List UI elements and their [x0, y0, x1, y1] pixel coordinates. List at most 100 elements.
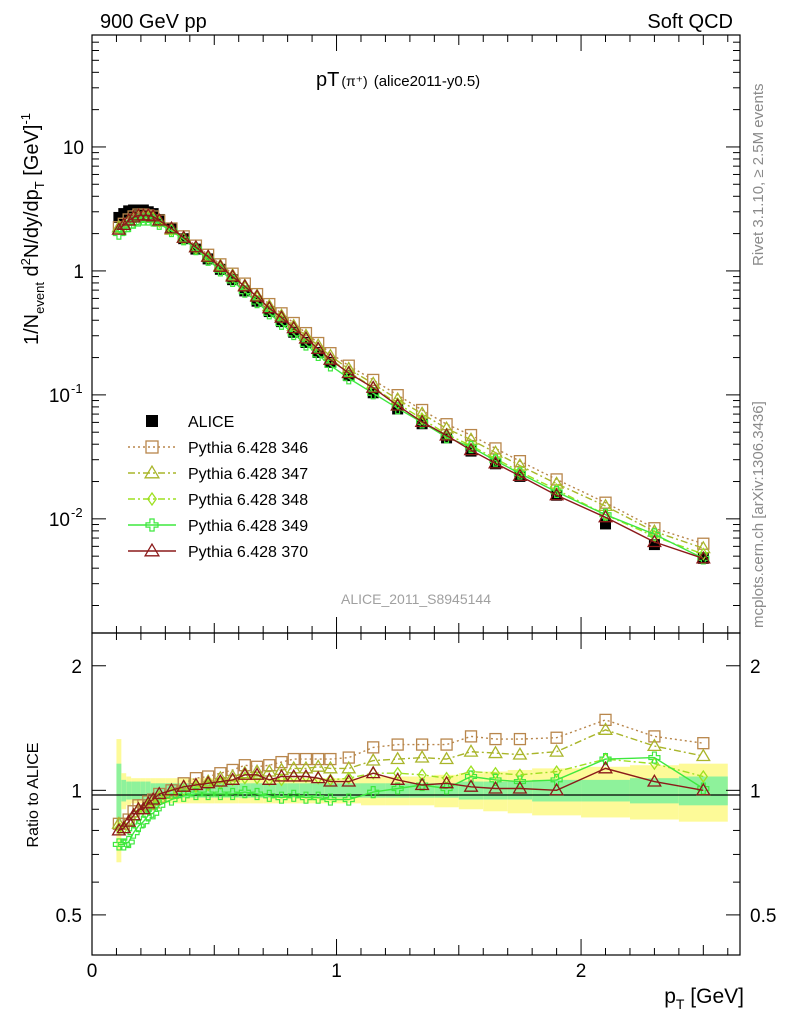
data-point [416, 416, 429, 429]
stat-uncertainty-band [121, 779, 127, 802]
data-point [249, 289, 265, 302]
main-ylabel: 1/Nevent d2N/dy/dpT [GeV]-1 [18, 113, 47, 345]
x-tick-label: 1 [331, 961, 342, 982]
rivet-version-label: Rivet 3.1.10, ≥ 2.5M events [750, 84, 767, 267]
data-point [312, 752, 325, 766]
data-point [189, 772, 203, 785]
data-point [512, 746, 528, 760]
data-point [176, 779, 192, 792]
data-point [439, 427, 455, 441]
data-point [646, 534, 662, 548]
data-point [212, 259, 228, 272]
data-point [116, 217, 132, 230]
stat-uncertainty-band [275, 783, 288, 798]
data-point [127, 826, 140, 839]
plot-title-sub: (π⁺) [341, 73, 367, 89]
data-point [298, 328, 314, 341]
data-point [695, 550, 711, 564]
data-point [439, 420, 455, 434]
stat-uncertainty-band [145, 781, 151, 800]
y-tick-exponent: -2 [71, 505, 83, 520]
ratio-series-layer [111, 713, 711, 851]
data-point [177, 789, 190, 802]
legend-label: ALICE [188, 414, 234, 431]
data-point [490, 766, 501, 780]
data-point [286, 320, 302, 334]
stat-uncertainty-band [312, 783, 325, 798]
data-point [324, 793, 337, 806]
data-point [188, 239, 204, 253]
main-series-layer [111, 204, 711, 565]
data-point [310, 770, 326, 784]
data-point [263, 306, 275, 318]
data-point [344, 771, 354, 785]
data-point [367, 741, 380, 754]
stat-uncertainty-band [140, 781, 146, 800]
ratio-y-tick-label: 2 [71, 657, 82, 678]
data-point [599, 713, 612, 727]
data-point [324, 356, 336, 368]
data-point [275, 755, 288, 769]
main-ylabel-text: 1/Nevent d2N/dy/dpT [GeV]-1 [18, 113, 47, 345]
data-point [250, 787, 264, 801]
data-point [310, 341, 326, 354]
data-point [463, 744, 479, 757]
legend-marker [146, 415, 158, 427]
ratio-axis-ticks: 0.5 0.5 1 1 2 2 0 1 2 [56, 633, 776, 982]
legend-entry: Pythia 6.428 346 [128, 440, 308, 457]
data-point [237, 767, 253, 780]
data-point [212, 773, 228, 787]
data-point [489, 732, 502, 746]
data-point [697, 737, 710, 750]
ratio-y-tick-label-right: 1 [750, 781, 761, 802]
data-point [341, 365, 357, 379]
data-point [390, 772, 406, 785]
data-point [463, 442, 479, 456]
data-point [549, 744, 565, 757]
stat-uncertainty-band [324, 783, 337, 798]
legend: ALICE Pythia 6.428 346 Pythia 6.428 347 Pyt… [128, 414, 308, 561]
data-point [515, 465, 525, 479]
data-point [166, 223, 177, 237]
plot-title-note: (alice2011-y0.5) [374, 73, 480, 90]
data-point [286, 760, 302, 774]
stat-uncertainty-band [483, 781, 508, 800]
ratio-y-tick-label-right: 0.5 [750, 906, 776, 927]
data-point [417, 768, 427, 782]
data-point [287, 789, 300, 802]
data-point [111, 816, 127, 829]
data-point [286, 768, 302, 782]
data-point [202, 787, 215, 801]
stat-uncertainty-band [116, 763, 122, 822]
data-point [214, 787, 227, 801]
legend-marker [145, 518, 159, 532]
data-point [263, 789, 276, 802]
legend-label: Pythia 6.428 370 [188, 544, 308, 561]
data-point [299, 791, 313, 804]
data-point [140, 207, 156, 221]
data-point [287, 752, 300, 766]
data-point [550, 731, 563, 744]
data-point [261, 763, 277, 777]
data-point [512, 780, 528, 794]
data-point [513, 732, 527, 746]
y-tick-label: 10 [63, 138, 84, 159]
series-pythia-6-428-370 [111, 207, 711, 564]
data-point [176, 230, 192, 243]
data-point [464, 730, 478, 743]
data-point [391, 738, 404, 751]
data-point [117, 838, 130, 851]
data-point [121, 814, 137, 827]
data-point [126, 209, 142, 223]
ratio-frame [91, 632, 741, 956]
data-point [200, 773, 216, 787]
stat-uncertainty-band [136, 781, 141, 800]
data-point [414, 777, 430, 791]
data-point [322, 773, 338, 787]
data-point [274, 310, 289, 323]
data-point [249, 767, 265, 780]
data-point [298, 330, 314, 344]
data-point [111, 822, 127, 836]
stat-uncertainty-band [581, 779, 630, 802]
series-line [118, 767, 704, 832]
